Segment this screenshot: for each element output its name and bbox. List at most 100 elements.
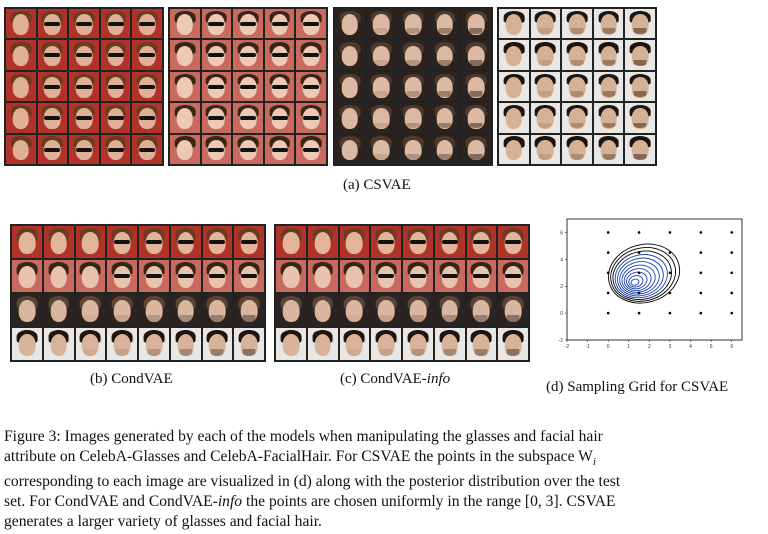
face-thumbnail [625,135,655,164]
condvae-info-grid [274,224,530,362]
face-thumbnail [308,328,338,360]
face-thumbnail [562,40,592,69]
face-thumbnail [367,103,397,132]
csvae-grid-beard-white [497,7,657,166]
face-thumbnail [171,328,201,360]
figure-caption-line4b: the points are chosen uniformly in the r… [242,493,615,510]
face-thumbnail [101,72,131,101]
face-thumbnail [69,9,99,38]
face-thumbnail [203,226,233,258]
face-thumbnail [435,294,465,326]
face-thumbnail [139,226,169,258]
sampling-point [730,231,733,234]
face-thumbnail [101,103,131,132]
face-thumbnail [594,72,624,101]
face-thumbnail [202,135,232,164]
face-thumbnail [265,9,295,38]
face-thumbnail [367,9,397,38]
face-thumbnail [594,40,624,69]
face-thumbnail [265,135,295,164]
face-thumbnail [430,72,460,101]
face-thumbnail [276,226,306,258]
face-thumbnail [499,72,529,101]
sampling-point [700,231,703,234]
sampling-point [669,271,672,274]
sampling-point [730,251,733,254]
caption-c-prefix: (c) CondVAE- [340,371,427,387]
face-thumbnail [12,260,42,292]
face-thumbnail [44,294,74,326]
face-thumbnail [6,103,36,132]
face-thumbnail [499,135,529,164]
face-thumbnail [531,72,561,101]
face-thumbnail [562,9,592,38]
condvae-grid [10,224,266,362]
face-thumbnail [498,260,528,292]
sampling-point [607,251,610,254]
face-thumbnail [499,40,529,69]
face-thumbnail [340,226,370,258]
sampling-point [669,312,672,315]
face-thumbnail [233,103,263,132]
face-thumbnail [531,103,561,132]
face-thumbnail [308,226,338,258]
face-thumbnail [234,294,264,326]
face-thumbnail [371,328,401,360]
sampling-point [730,312,733,315]
face-thumbnail [562,72,592,101]
face-thumbnail [44,226,74,258]
csvae-grid-glasses-red [4,7,164,166]
face-thumbnail [430,40,460,69]
figure-caption-line4-italic: info [218,493,242,510]
face-thumbnail [371,294,401,326]
x-tick-label: 3 [669,344,672,350]
face-thumbnail [435,226,465,258]
caption-c-italic: info [427,371,450,387]
face-thumbnail [6,9,36,38]
figure-caption-line2: attribute on CelebA-Glasses and CelebA-F… [4,447,764,472]
x-tick-label: 1 [627,344,630,350]
face-thumbnail [461,72,491,101]
sampling-point [730,292,733,295]
face-thumbnail [296,135,326,164]
face-thumbnail [430,103,460,132]
caption-d: (d) Sampling Grid for CSVAE [546,378,736,396]
sampling-point [730,271,733,274]
face-thumbnail [398,9,428,38]
face-thumbnail [461,9,491,38]
sampling-point [700,292,703,295]
face-thumbnail [171,226,201,258]
x-tick-label: 0 [607,344,610,350]
sampling-point [638,292,641,295]
face-thumbnail [233,40,263,69]
y-tick-label: 0 [560,311,563,317]
face-thumbnail [461,40,491,69]
face-thumbnail [6,135,36,164]
face-thumbnail [430,135,460,164]
face-thumbnail [202,103,232,132]
face-thumbnail [461,103,491,132]
face-thumbnail [12,226,42,258]
face-thumbnail [233,72,263,101]
face-thumbnail [340,328,370,360]
face-thumbnail [38,40,68,69]
figure-caption-line4a: set. For CondVAE and CondVAE- [4,493,218,510]
face-thumbnail [276,294,306,326]
face-thumbnail [335,72,365,101]
x-tick-label: 4 [689,344,692,350]
x-tick-label: -2 [565,344,570,350]
y-tick-label: 6 [560,230,563,236]
face-thumbnail [296,9,326,38]
sampling-point [700,251,703,254]
face-thumbnail [202,72,232,101]
face-thumbnail [403,294,433,326]
caption-d-text: (d) Sampling Grid for CSVAE [546,379,728,395]
face-thumbnail [76,260,106,292]
face-thumbnail [132,103,162,132]
face-thumbnail [12,328,42,360]
csvae-grid-glasses-pink [168,7,328,166]
figure-caption-line4: set. For CondVAE and CondVAE-info the po… [4,492,764,512]
face-thumbnail [340,294,370,326]
face-thumbnail [6,40,36,69]
face-thumbnail [367,40,397,69]
